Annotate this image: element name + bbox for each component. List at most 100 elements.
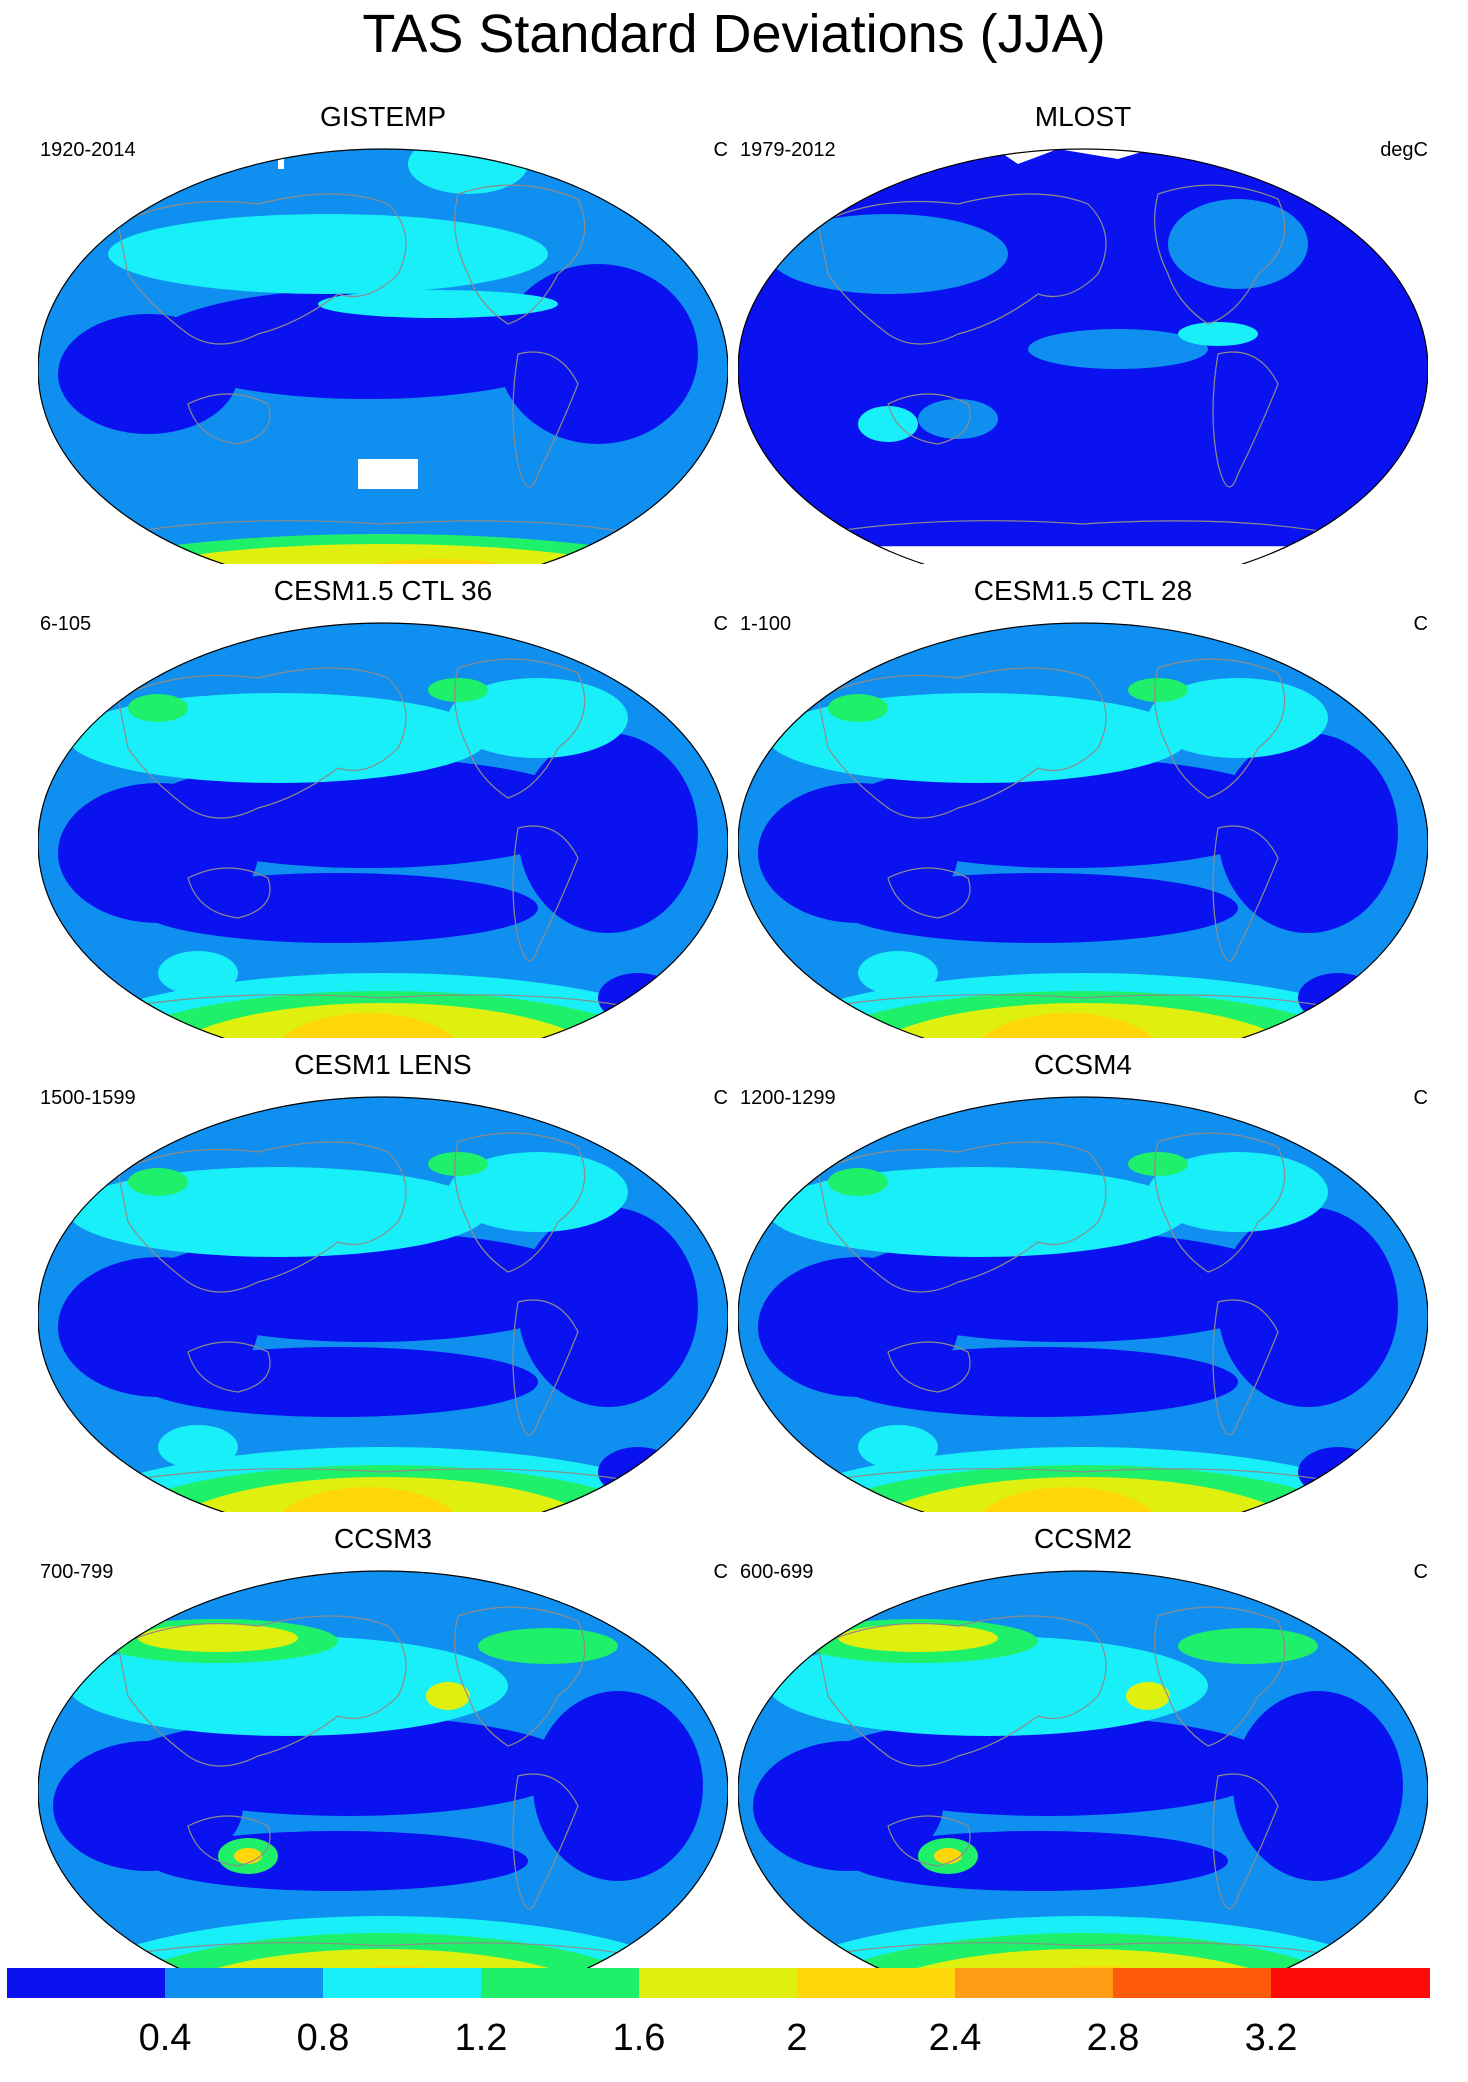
colorbar-tick-label: 2.8: [1086, 2017, 1140, 2059]
panel-units: C: [1413, 613, 1428, 635]
field-region: [1128, 678, 1188, 702]
colorbar-segment: [955, 1968, 1114, 1998]
southern-band: [863, 1477, 1303, 1512]
field-region: [108, 214, 548, 294]
map-field: [38, 1571, 728, 1986]
map-panel-cesm15-ctl28: CESM1.5 CTL 28 1-100 C: [738, 575, 1428, 1038]
field-region: [518, 733, 698, 933]
panel-period: 1979-2012: [740, 139, 836, 161]
colorbar-segment: [165, 1968, 324, 1998]
panel-units: C: [1413, 1087, 1428, 1109]
colorbar-tick-label: 0.4: [138, 2017, 192, 2059]
coastline: [117, 1468, 649, 1485]
map-panel-ccsm4: CCSM4 1200-1299 C: [738, 1049, 1428, 1512]
map-field: [38, 1097, 728, 1512]
coastline: [187, 1341, 271, 1393]
coastline: [454, 1132, 586, 1273]
colorbar-segment: [797, 1968, 956, 1998]
coastline: [1154, 658, 1286, 799]
field-region: [58, 314, 238, 434]
field-region: [158, 951, 238, 995]
field-region: [598, 1447, 678, 1497]
field-region: [1218, 733, 1398, 933]
map-cesm1-lens: [38, 1096, 728, 1512]
colorbar-segment: [481, 1968, 640, 1998]
coastline: [117, 1141, 407, 1293]
map-border: [738, 622, 1428, 1038]
field-region: [934, 1848, 962, 1864]
coastline: [187, 393, 271, 445]
panel-period: 700-799: [40, 1561, 114, 1583]
coastline: [512, 825, 579, 962]
coastline: [117, 1615, 407, 1767]
coastline: [117, 667, 407, 819]
coastline: [887, 1341, 971, 1393]
field-region: [1298, 973, 1378, 1023]
panel-period: 1500-1599: [40, 1087, 136, 1109]
panel-period: 1920-2014: [40, 139, 136, 161]
field-region: [318, 290, 558, 318]
coastline: [817, 1942, 1349, 1959]
field-region: [426, 1682, 470, 1710]
panel-units: C: [713, 1087, 728, 1109]
panel-units: C: [713, 613, 728, 635]
field-region: [1148, 1152, 1328, 1232]
panel-period: 1200-1299: [740, 1087, 836, 1109]
panel-title: CESM1.5 CTL 28: [973, 575, 1193, 606]
map-mlost: [738, 148, 1428, 564]
panel-units: degC: [1380, 139, 1428, 161]
southern-band: [863, 1003, 1303, 1038]
coastline: [454, 184, 586, 325]
coastline: [117, 1942, 649, 1959]
coastline: [1154, 1132, 1286, 1273]
field-region: [848, 1831, 1228, 1891]
field-region: [408, 149, 528, 194]
field-region: [148, 1831, 528, 1891]
map-panel-gistemp: GISTEMP 1920-2014 C: [38, 101, 728, 564]
map-ccsm3: [38, 1570, 728, 1986]
southern-band: [163, 1003, 603, 1038]
colorbar-segment: [1271, 1968, 1430, 1998]
panel-period: 6-105: [40, 613, 92, 635]
field-region: [828, 694, 888, 722]
panel-title: GISTEMP: [319, 101, 446, 132]
coastline: [1212, 1773, 1279, 1910]
colorbar-tick-label: 1.2: [454, 2017, 508, 2059]
field-region: [234, 1848, 262, 1864]
coastline: [887, 1815, 971, 1867]
field-region: [1126, 1682, 1170, 1710]
colorbar-tick-label: 2.4: [928, 2017, 982, 2059]
field-region: [1233, 1691, 1403, 1881]
field-region: [838, 1624, 998, 1652]
map-panel-cesm1-lens: CESM1 LENS 1500-1599 C: [38, 1049, 728, 1512]
field-region: [138, 1624, 298, 1652]
map-panel-cesm15-ctl36: CESM1.5 CTL 36 6-105 C: [38, 575, 728, 1038]
field-region: [858, 951, 938, 995]
missing-data: [738, 546, 1428, 564]
coastline: [1212, 351, 1279, 488]
field-region: [428, 1152, 488, 1176]
coastline: [187, 867, 271, 919]
field-region: [478, 1628, 618, 1664]
map-field: [738, 1097, 1428, 1512]
coastline: [887, 867, 971, 919]
field-region: [128, 1168, 188, 1196]
map-gistemp: [38, 148, 728, 564]
coastline: [512, 1773, 579, 1910]
coastline: [1212, 825, 1279, 962]
field-region: [753, 1741, 943, 1871]
colorbar-tick-label: 0.8: [296, 2017, 350, 2059]
field-region: [518, 1207, 698, 1407]
coastline: [1154, 1606, 1286, 1747]
panel-title: CESM1.5 CTL 36: [273, 575, 493, 606]
coastline: [187, 1815, 271, 1867]
field-region: [1128, 1152, 1188, 1176]
colorbar-tick-label: 1.6: [612, 2017, 666, 2059]
field-region: [918, 399, 998, 439]
field-region: [858, 406, 918, 442]
field-region: [448, 678, 628, 758]
map-border: [738, 1570, 1428, 1986]
panel-title: CESM1 LENS: [294, 1049, 472, 1080]
coastline: [817, 520, 1349, 537]
colorbar-segment: [7, 1968, 166, 1998]
